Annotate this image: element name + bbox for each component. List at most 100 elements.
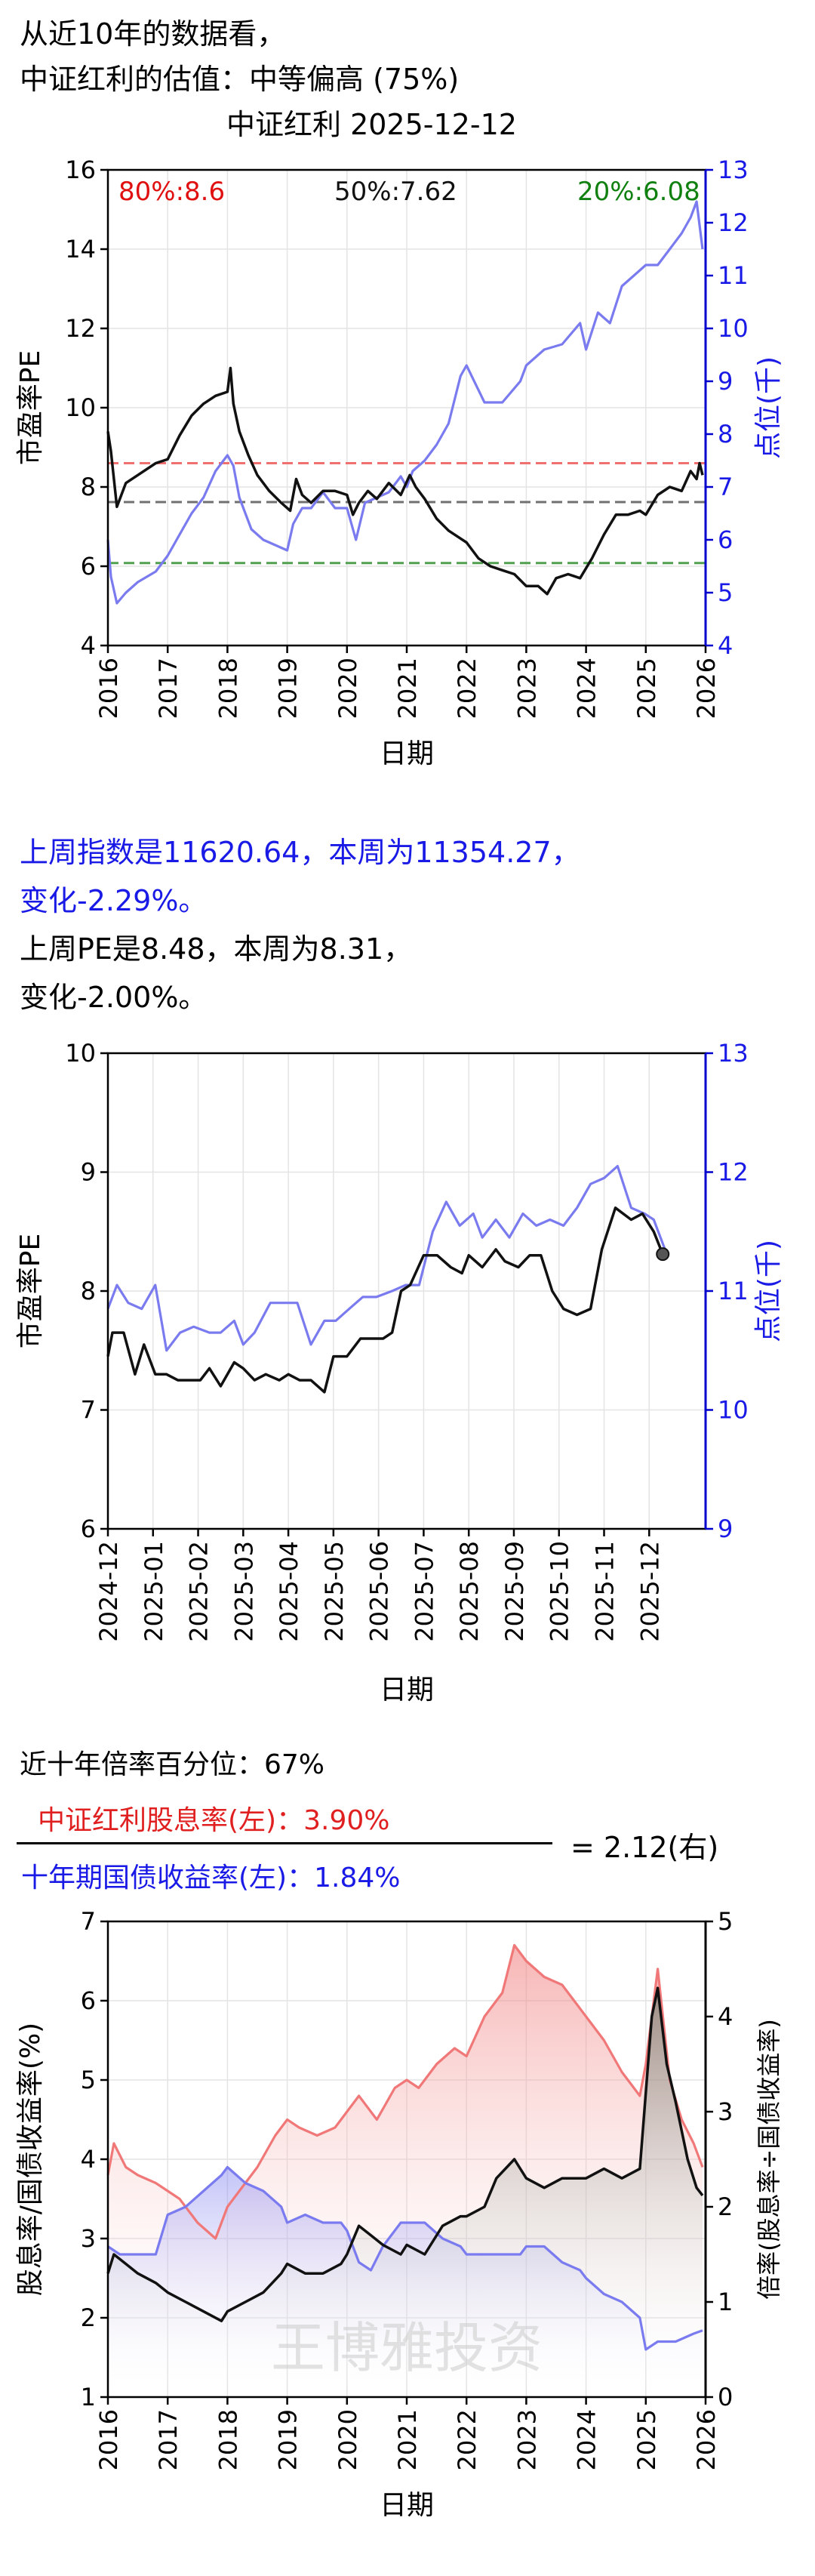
y-right-tick-label: 10 (718, 314, 749, 343)
y-left-axis-label: 市盈率PE (15, 350, 46, 465)
series-line-black (106, 1206, 664, 1394)
ratio-denominator: 十年期国债收益率(左)：1.84% (21, 1863, 401, 1893)
x-tick-label: 2016 (94, 658, 123, 719)
x-tick-label: 2025-04 (275, 1541, 303, 1642)
y-left-tick-label: 8 (81, 1277, 96, 1305)
y-right-axis-label: 点位(千) (753, 1240, 784, 1342)
x-tick-label: 2025-01 (140, 1541, 168, 1642)
y-right-axis-label: 倍率(股息率÷国债收益率) (755, 2019, 783, 2300)
threshold-label-black: 50%:7.62 (334, 177, 457, 207)
latest-point-marker (656, 1247, 670, 1262)
fraction-bar (17, 1842, 552, 1844)
series-line-blue (107, 2165, 703, 2351)
x-tick-label: 2018 (214, 658, 242, 719)
y-left-tick-label: 14 (65, 235, 96, 263)
threshold-label-green: 20%:6.08 (577, 177, 700, 207)
y-left-tick-label: 8 (81, 473, 96, 501)
y-right-axis-label: 点位(千) (753, 356, 784, 459)
yield-ratio-chart: 王博雅投资 2 0 1 6 2017 2018 2019 2020 2021 2022 2023 202… (15, 1907, 783, 2521)
x-tick-label: 2019 (274, 658, 303, 719)
x-tick-label: 2017 (154, 658, 183, 719)
header-line-2: 中证红利的估值：中等偏高 (75%) (20, 63, 460, 96)
x-tick-label: 2024-12 (94, 1541, 123, 1642)
y-right-tick-label: 1 (718, 2288, 733, 2316)
y-right-tick-label: 13 (718, 156, 749, 184)
pe-10yr-chart: 2016 2017 2018 2019 2020 2021 2022 2023 2024 2025… (15, 156, 784, 769)
weekly-pe-pct: 变化-2.00%。 (20, 981, 208, 1014)
x-tick-label: 2022 (453, 2409, 481, 2470)
x-tick-label: 2020 (334, 2409, 362, 2470)
y-right-tick-label: 2 (718, 2192, 733, 2221)
x-tick-label: 2025-03 (229, 1541, 258, 1642)
x-tick-label: 2023 (512, 2409, 541, 2470)
series-line-blue (106, 1165, 666, 1352)
ratio-numerator: 中证红利股息率(左)：3.90% (38, 1805, 390, 1836)
y-left-tick-label: 4 (81, 2145, 96, 2174)
x-axis-label: 日期 (380, 738, 434, 769)
ratio-result: = 2.12(右) (570, 1831, 719, 1864)
x-tick-label: 2025-12 (635, 1541, 664, 1642)
y-left-tick-label: 6 (81, 552, 96, 581)
weekly-index-change: 上周指数是11620.64，本周为11354.27， (20, 836, 580, 869)
chart-1-title: 中证红利 2025-12-12 (226, 108, 517, 141)
x-tick-label: 2025 (632, 2409, 661, 2470)
y-left-tick-label: 7 (81, 1396, 96, 1425)
y-left-tick-label: 6 (81, 1514, 96, 1543)
y-left-tick-label: 12 (65, 314, 96, 343)
y-right-tick-label: 5 (718, 1907, 733, 1936)
x-axis-label: 日期 (380, 1675, 434, 1706)
x-tick-label: 2024 (573, 658, 601, 719)
y-left-tick-label: 5 (81, 2066, 96, 2094)
y-left-tick-label: 3 (81, 2224, 96, 2253)
y-right-tick-label: 11 (718, 1277, 749, 1305)
y-right-tick-label: 4 (718, 631, 733, 660)
y-left-tick-label: 4 (81, 631, 96, 660)
x-tick-label: 2025 (632, 658, 661, 719)
y-left-tick-label: 16 (65, 156, 96, 184)
y-right-tick-label: 0 (718, 2383, 733, 2411)
x-tick-label: 2025-06 (365, 1541, 394, 1642)
y-right-tick-label: 7 (718, 473, 733, 501)
x-tick-label: 2025-10 (546, 1541, 574, 1642)
y-right-tick-label: 12 (718, 208, 749, 237)
x-tick-label: 2019 (274, 2409, 303, 2470)
y-left-tick-label: 1 (81, 2383, 96, 2411)
y-right-tick-label: 3 (718, 2097, 733, 2126)
x-tick-label: 2022 (453, 658, 481, 719)
x-tick-label: 2025-11 (591, 1541, 620, 1642)
series-line-black (106, 366, 704, 596)
series-line-black (106, 1986, 704, 2322)
x-tick-label: 2025-07 (410, 1541, 438, 1642)
x-axis-label: 日期 (380, 2490, 434, 2521)
x-tick-label: 2021 (393, 658, 422, 719)
y-right-tick-label: 11 (718, 261, 749, 290)
x-tick-label: 2023 (512, 658, 541, 719)
x-tick-label: 2026 (692, 658, 721, 719)
x-tick-label: 2021 (393, 2409, 422, 2470)
series-line-red (106, 1943, 704, 2240)
x-tick-label: 2018 (214, 2409, 242, 2470)
y-right-tick-label: 9 (718, 367, 733, 396)
x-tick-label: 2020 (334, 658, 362, 719)
y-right-tick-label: 13 (718, 1039, 749, 1068)
watermark: 王博雅投资 (271, 2316, 543, 2380)
weekly-index-pct: 变化-2.29%。 (20, 884, 208, 917)
ratio-percentile: 近十年倍率百分位：67% (20, 1749, 325, 1780)
y-left-tick-label: 6 (81, 1986, 96, 2015)
header-line-1: 从近10年的数据看， (20, 17, 286, 51)
x-tick-label: 2026 (692, 2409, 721, 2470)
y-left-tick-label: 2 (81, 2303, 96, 2332)
y-left-tick-label: 7 (81, 1907, 96, 1936)
y-left-axis-label: 股息率/国债收益率(%) (15, 2023, 46, 2296)
area-fill-black (108, 1988, 703, 2397)
x-tick-label: 2025-09 (500, 1541, 529, 1642)
pe-1yr-chart: 2024-12 2025-01 2025-02 2025-03 2025-04 2025-… (15, 1039, 784, 1706)
x-tick-label: 2025-05 (320, 1541, 349, 1642)
y-right-tick-label: 9 (718, 1514, 733, 1543)
threshold-label-red: 80%:8.6 (118, 177, 225, 207)
y-right-tick-label: 12 (718, 1158, 749, 1187)
y-left-tick-label: 10 (65, 1039, 96, 1068)
weekly-pe-change: 上周PE是8.48，本周为8.31， (20, 932, 413, 966)
x-tick-label: 2017 (154, 2409, 183, 2470)
series-line-blue (106, 200, 704, 605)
